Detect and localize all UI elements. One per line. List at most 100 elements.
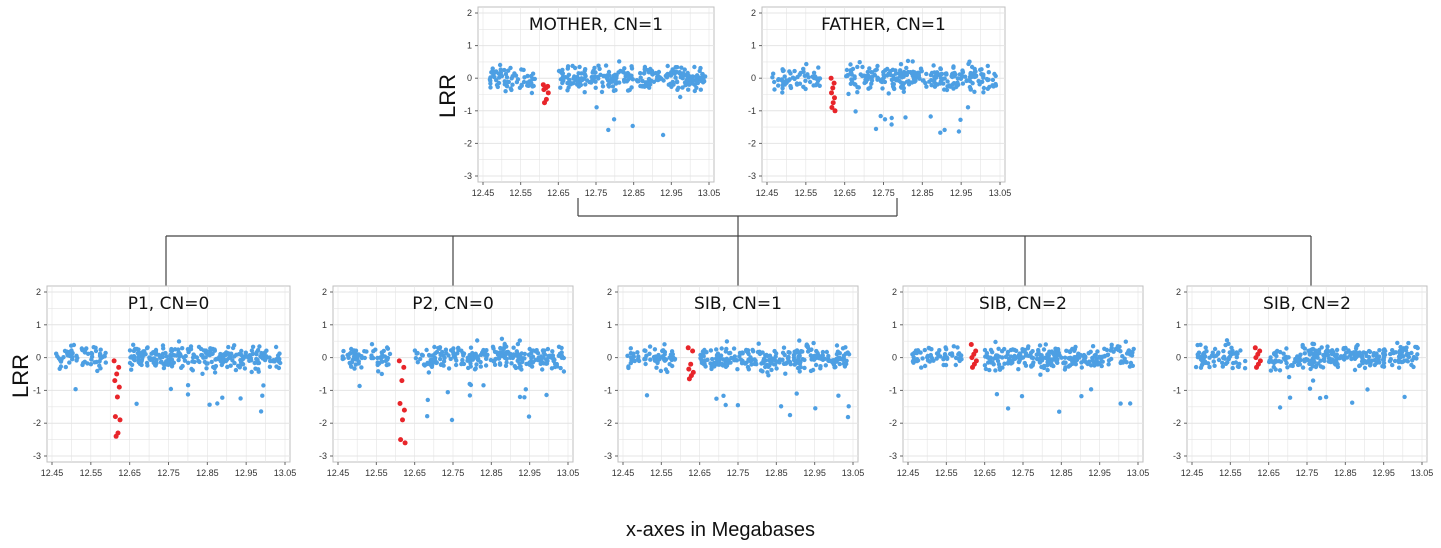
probe-point [1382, 347, 1387, 352]
probe-point [1360, 361, 1365, 366]
probe-point [969, 64, 975, 70]
probe-point [773, 362, 778, 367]
tick-labels: 2 1 0 -1 -2 -312.45 12.55 12.65 12.75 12.85 12.95 1… [33, 287, 296, 478]
probe-point [513, 73, 519, 78]
x-tick-label: 12.95 [950, 188, 973, 198]
probe-point [152, 351, 157, 356]
probe-point [203, 355, 208, 360]
probe-point [926, 345, 931, 351]
deletion-point [685, 345, 691, 351]
probe-point [786, 354, 791, 360]
probe-point [797, 369, 802, 374]
y-tick-label: 1 [892, 320, 897, 330]
x-tick-label: 12.45 [327, 468, 350, 478]
probe-point [1090, 344, 1096, 349]
probe-point [923, 80, 928, 86]
probe-point [1277, 368, 1283, 373]
panel-title: P2, CN=0 [412, 294, 494, 314]
probe-point [805, 72, 810, 77]
probe-point [419, 352, 425, 357]
probe-point [629, 85, 634, 90]
probe-point [1300, 365, 1306, 370]
probe-point [1118, 401, 1123, 406]
probe-point [1037, 358, 1043, 363]
probe-point [258, 409, 264, 414]
probe-point [703, 74, 708, 79]
scatter-panel: 2 1 0 -1 -2 -312.45 12.55 12.65 12.75 12.85 12.95 1… [1173, 285, 1433, 478]
probe-point [770, 75, 775, 80]
probe-point [694, 74, 699, 79]
probe-point [69, 348, 74, 353]
x-tick-label: 12.75 [157, 468, 180, 478]
probe-point [371, 349, 376, 354]
probe-point [380, 359, 385, 364]
x-tick-label: 13.05 [1127, 468, 1150, 478]
deletion-point [968, 342, 974, 347]
probe-point [834, 352, 840, 357]
deletion-point [112, 414, 118, 420]
deletion-point [828, 75, 834, 81]
probe-point [537, 355, 543, 361]
probe-point [138, 351, 144, 356]
x-tick-label: 12.75 [727, 468, 750, 478]
probe-point [245, 354, 251, 359]
probe-point [134, 401, 139, 406]
probe-point [89, 357, 94, 362]
probe-point [180, 346, 185, 351]
probe-point [472, 367, 478, 372]
probe-point [945, 79, 950, 84]
panel-title: FATHER, CN=1 [821, 15, 946, 35]
deletion-point [401, 407, 407, 413]
probe-point [702, 347, 707, 353]
y-tick-label: 0 [751, 73, 756, 83]
probe-point [508, 65, 513, 71]
probe-point [983, 366, 989, 372]
probe-point [1068, 363, 1073, 368]
probe-point [642, 64, 648, 70]
probe-point [242, 366, 248, 371]
probe-point [558, 365, 563, 371]
probe-point [1333, 354, 1339, 360]
probe-point [1045, 359, 1050, 365]
probe-point [1016, 359, 1022, 365]
probe-point [745, 364, 751, 370]
probe-point [845, 414, 851, 420]
probe-point [232, 343, 237, 348]
x-tick-label: 12.65 [403, 468, 426, 478]
probe-point [1230, 365, 1235, 371]
probe-point [356, 361, 361, 366]
probe-point [1097, 360, 1102, 366]
probe-point [660, 354, 666, 359]
x-tick-label: 13.05 [557, 468, 580, 478]
deletion-point [830, 85, 836, 91]
probe-point [488, 85, 493, 90]
probe-point [778, 404, 784, 409]
probe-point [575, 80, 580, 85]
probe-point [603, 63, 609, 68]
probe-point [1311, 341, 1317, 347]
probe-point [1195, 342, 1200, 348]
x-tick-label: 12.75 [442, 468, 465, 478]
deletion-point [690, 348, 696, 354]
probe-point [434, 349, 440, 355]
probe-point [1097, 355, 1102, 360]
probe-point [1081, 352, 1087, 358]
probe-point [1273, 367, 1278, 372]
probe-point [984, 351, 990, 356]
probe-point [680, 85, 685, 90]
probe-point [1287, 395, 1293, 400]
probe-point [1349, 356, 1354, 362]
probe-point [228, 363, 233, 368]
probe-point [511, 352, 516, 357]
deletion-point [111, 358, 117, 364]
probe-point [758, 368, 764, 373]
probe-point [820, 349, 826, 355]
probe-point [970, 81, 975, 86]
probe-point [891, 73, 896, 79]
x-tick-label: 12.45 [472, 188, 495, 198]
deletion-point [114, 371, 120, 377]
x-tick-label: 12.95 [660, 188, 683, 198]
y-tick-label: -1 [319, 385, 327, 395]
probe-point [667, 362, 672, 367]
panel-title: MOTHER, CN=1 [529, 15, 663, 35]
